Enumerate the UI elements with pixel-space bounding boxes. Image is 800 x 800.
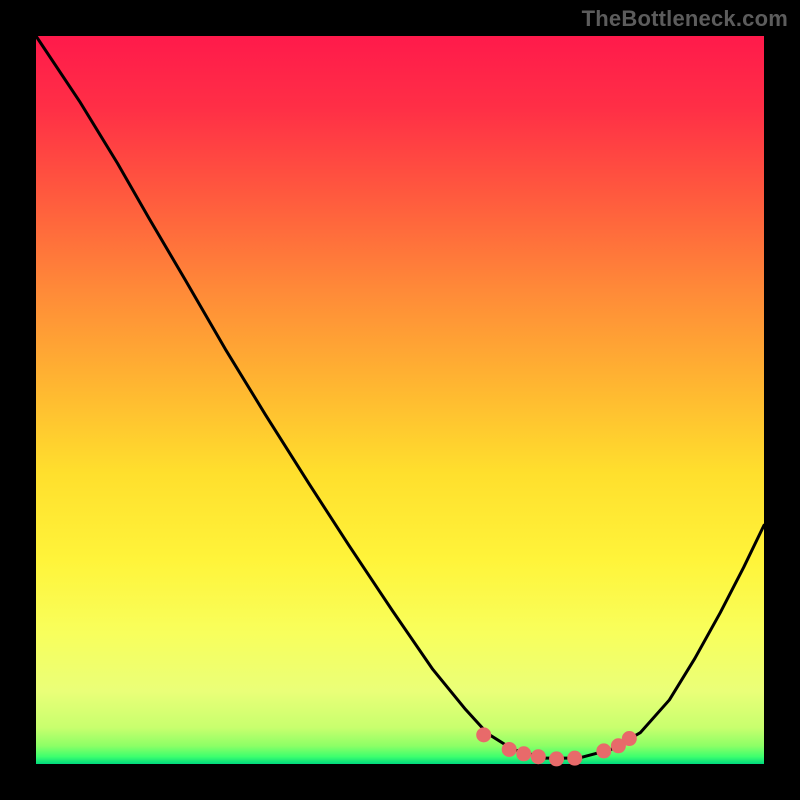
bottleneck-curve-chart <box>0 0 800 800</box>
sweet-spot-dot <box>477 728 491 742</box>
sweet-spot-dot <box>531 750 545 764</box>
sweet-spot-dot <box>550 752 564 766</box>
sweet-spot-dot <box>502 742 516 756</box>
sweet-spot-dot <box>597 744 611 758</box>
sweet-spot-dot <box>517 747 531 761</box>
sweet-spot-dot <box>568 751 582 765</box>
sweet-spot-dot <box>622 732 636 746</box>
attribution-text: TheBottleneck.com <box>582 6 788 32</box>
plot-background-gradient <box>36 36 764 764</box>
chart-frame: TheBottleneck.com <box>0 0 800 800</box>
